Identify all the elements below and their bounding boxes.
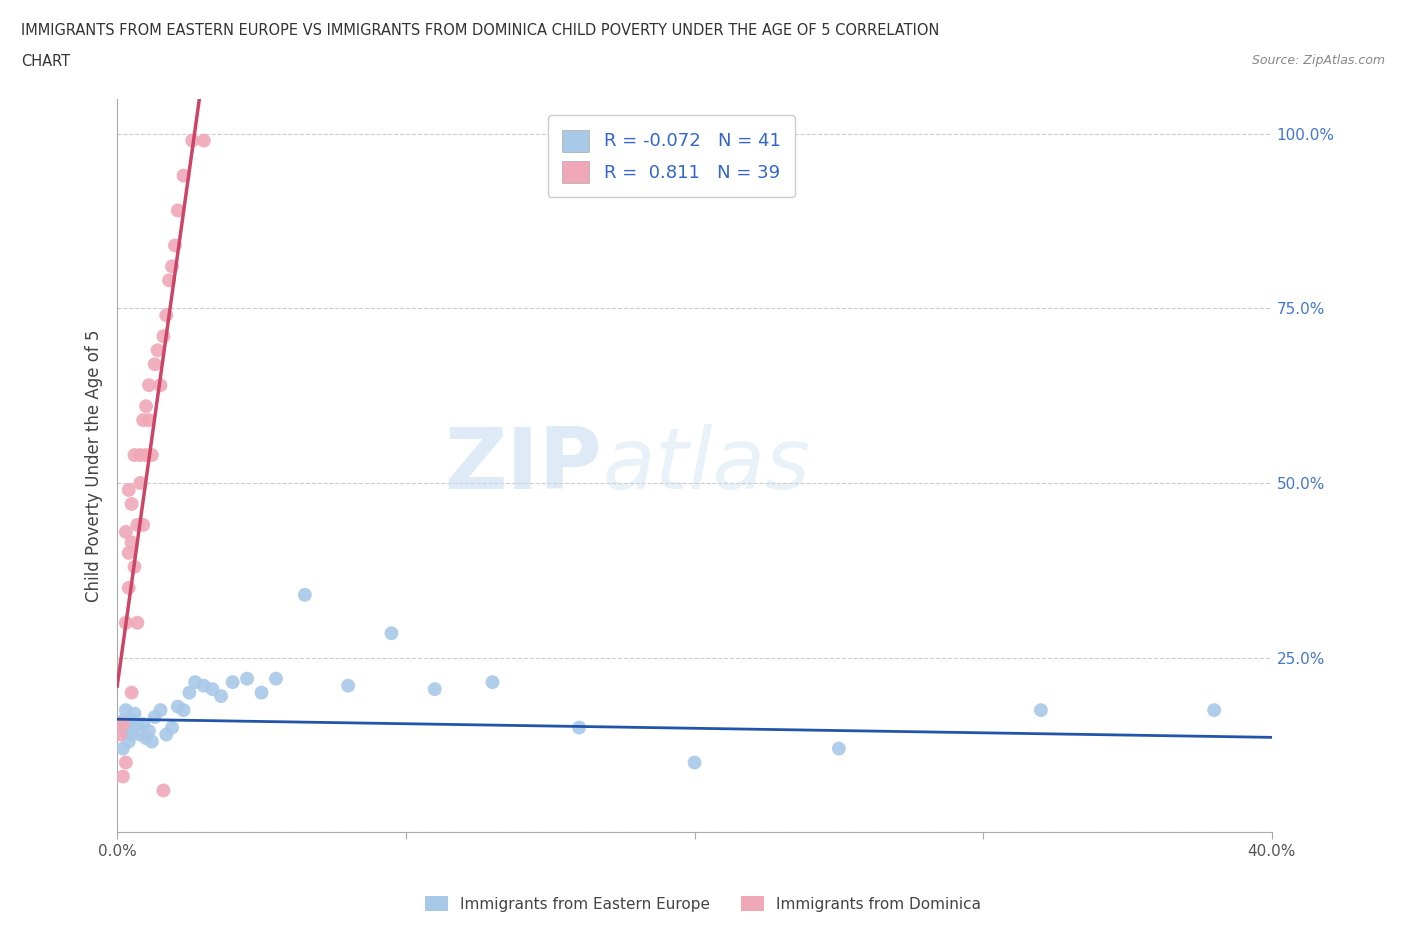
Point (135, 399, 157, 414)
Point (141, 447, 163, 462)
Point (127, 616, 149, 631)
Point (166, 699, 188, 714)
Text: IMMIGRANTS FROM EASTERN EUROPE VS IMMIGRANTS FROM DOMINICA CHILD POVERTY UNDER T: IMMIGRANTS FROM EASTERN EUROPE VS IMMIGR… (21, 23, 939, 38)
Point (115, 755, 138, 770)
Point (118, 580, 141, 595)
Point (160, 720, 183, 735)
Point (152, 783, 174, 798)
Point (481, 675, 503, 690)
Y-axis label: Child Poverty Under the Age of 5: Child Poverty Under the Age of 5 (86, 329, 103, 602)
Point (157, 272, 180, 287)
Point (132, 517, 155, 532)
Point (193, 133, 215, 148)
Point (132, 413, 155, 428)
Point (250, 685, 273, 700)
Point (294, 588, 316, 603)
Point (141, 734, 163, 749)
Point (111, 769, 134, 784)
Point (121, 497, 143, 512)
Point (179, 685, 201, 700)
Point (129, 447, 152, 462)
Point (160, 259, 183, 273)
Point (135, 447, 157, 462)
Point (423, 682, 446, 697)
Point (155, 308, 177, 323)
Point (828, 741, 851, 756)
Point (124, 447, 146, 462)
Point (236, 671, 259, 686)
Point (115, 525, 138, 539)
Point (155, 727, 177, 742)
Point (209, 689, 232, 704)
Legend: R = -0.072   N = 41, R =  0.811   N = 39: R = -0.072 N = 41, R = 0.811 N = 39 (548, 115, 796, 197)
Point (193, 678, 215, 693)
Point (124, 706, 146, 721)
Legend: Immigrants from Eastern Europe, Immigrants from Dominica: Immigrants from Eastern Europe, Immigran… (419, 889, 987, 918)
Point (221, 675, 243, 690)
Point (118, 734, 141, 749)
Point (152, 329, 174, 344)
Point (568, 720, 591, 735)
Point (111, 717, 134, 732)
Point (108, 717, 131, 732)
Point (121, 685, 143, 700)
Point (118, 483, 141, 498)
Point (149, 378, 172, 392)
Point (124, 560, 146, 575)
Point (138, 413, 160, 428)
Point (166, 203, 188, 218)
Point (115, 724, 138, 738)
Point (143, 710, 166, 724)
Point (143, 357, 166, 372)
Point (111, 713, 134, 728)
Point (111, 741, 134, 756)
Text: ZIP: ZIP (444, 424, 602, 507)
Text: atlas: atlas (602, 424, 810, 507)
Point (121, 713, 143, 728)
Point (118, 720, 141, 735)
Point (135, 731, 157, 746)
Point (121, 727, 143, 742)
Point (146, 343, 169, 358)
Point (1029, 703, 1052, 718)
Point (138, 724, 160, 738)
Point (121, 535, 143, 550)
Point (129, 475, 152, 490)
Point (118, 546, 141, 561)
Point (127, 517, 149, 532)
Point (181, 133, 204, 148)
Point (201, 682, 224, 697)
Point (173, 703, 195, 718)
Point (127, 717, 149, 732)
Text: CHART: CHART (21, 54, 70, 69)
Point (163, 238, 186, 253)
Point (115, 703, 138, 718)
Point (337, 678, 360, 693)
Point (184, 675, 207, 690)
Point (129, 727, 152, 742)
Point (115, 616, 138, 631)
Text: Source: ZipAtlas.com: Source: ZipAtlas.com (1251, 54, 1385, 67)
Point (1204, 703, 1226, 718)
Point (173, 168, 195, 183)
Point (108, 727, 131, 742)
Point (149, 703, 172, 718)
Point (108, 717, 131, 732)
Point (264, 671, 287, 686)
Point (132, 717, 155, 732)
Point (683, 755, 706, 770)
Point (380, 626, 402, 641)
Point (138, 378, 160, 392)
